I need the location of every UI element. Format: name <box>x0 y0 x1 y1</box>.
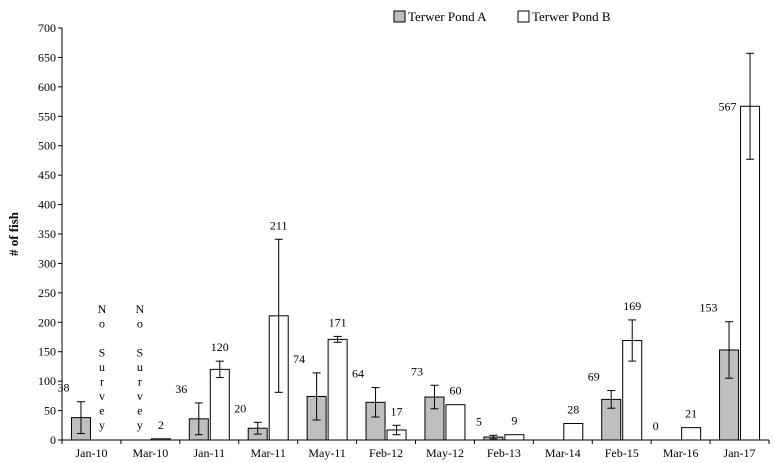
x-tick-label: Mar-11 <box>251 446 286 460</box>
no-survey-letter: N <box>136 302 145 316</box>
x-tick-label: Mar-14 <box>545 446 581 460</box>
data-label: 2 <box>158 418 164 432</box>
data-label: 211 <box>270 218 288 232</box>
legend-swatch-pond-b <box>517 10 530 23</box>
y-tick-labels: 0 50 100 150 200 250 300 350 400 450 500 550 600 650 7… <box>38 21 56 447</box>
x-tick-label: Mar-10 <box>133 446 169 460</box>
x-tick-label: May-12 <box>426 446 464 460</box>
no-survey-letter: N <box>98 302 107 316</box>
data-label: 169 <box>623 299 641 313</box>
y-axis-label: # of fish <box>6 211 21 256</box>
y-tick-label: 600 <box>38 80 56 94</box>
x-tick-label: Jan-10 <box>75 446 107 460</box>
bar <box>681 427 702 441</box>
y-tick-label: 150 <box>38 345 56 359</box>
x-tick-label: Jan-11 <box>194 446 226 460</box>
bar <box>504 434 525 441</box>
data-label: 69 <box>588 370 600 384</box>
no-survey-letter: u <box>137 360 143 374</box>
y-tick-label: 400 <box>38 198 56 212</box>
axes <box>58 27 770 444</box>
y-tick-label: 100 <box>38 374 56 388</box>
legend-swatch-pond-a <box>393 10 406 23</box>
value-labels: 38 36 20 74 64 73 5 69 0 153 2 120 211 171 17 60 9 28 169 2… <box>57 99 736 433</box>
data-label: 20 <box>234 401 246 415</box>
x-tick-label: Jan-17 <box>724 446 756 460</box>
data-label: 9 <box>511 414 517 428</box>
no-survey-letter: r <box>138 375 142 389</box>
data-label: 0 <box>653 419 659 433</box>
legend-label-pond-a: Terwer Pond A <box>408 9 487 24</box>
no-survey-letter: r <box>100 375 104 389</box>
data-label: 38 <box>57 381 69 395</box>
data-label: 171 <box>329 315 347 329</box>
y-tick-label: 350 <box>38 227 56 241</box>
y-tick-label: 0 <box>50 433 56 447</box>
data-label: 17 <box>391 404 403 418</box>
y-tick-label: 250 <box>38 286 56 300</box>
x-tick-label: Mar-16 <box>663 446 699 460</box>
y-tick-label: 550 <box>38 109 56 123</box>
x-tick-label: May-11 <box>308 446 346 460</box>
bar <box>209 368 230 441</box>
no-survey-letter: S <box>137 346 144 360</box>
data-label: 74 <box>293 352 305 366</box>
no-survey-letter: v <box>99 389 105 403</box>
legend: Terwer Pond A Terwer Pond B <box>393 9 611 24</box>
y-tick-label: 500 <box>38 139 56 153</box>
no-survey-letter: S <box>99 346 106 360</box>
data-label: 567 <box>719 99 737 113</box>
data-label: 36 <box>175 382 187 396</box>
bar <box>445 404 466 441</box>
x-tick-label: Feb-12 <box>369 446 403 460</box>
y-tick-label: 650 <box>38 50 56 64</box>
no-survey-letter: o <box>137 317 143 331</box>
y-tick-label: 50 <box>44 404 56 418</box>
no-survey-letter: y <box>99 418 105 432</box>
legend-label-pond-b: Terwer Pond B <box>532 9 611 24</box>
no-survey-letter: v <box>137 389 143 403</box>
no-survey-letter: e <box>99 404 104 418</box>
data-label: 120 <box>211 340 229 354</box>
x-tick-label: Feb-15 <box>605 446 639 460</box>
y-tick-label: 700 <box>38 21 56 35</box>
x-tick-labels: Jan-10 Mar-10 Jan-11 Mar-11 May-11 Feb-12 May-… <box>75 446 755 460</box>
y-tick-label: 200 <box>38 315 56 329</box>
data-label: 60 <box>449 384 461 398</box>
y-tick-label: 450 <box>38 168 56 182</box>
data-label: 5 <box>476 414 482 428</box>
data-label: 28 <box>567 403 579 417</box>
no-survey-letter: e <box>137 404 142 418</box>
bar <box>150 438 171 441</box>
data-label: 64 <box>352 367 364 381</box>
data-label: 153 <box>700 301 718 315</box>
no-survey-letter: u <box>99 360 105 374</box>
bar <box>563 423 584 441</box>
bar <box>327 338 348 441</box>
data-label: 21 <box>685 407 697 421</box>
error-bars <box>76 52 755 440</box>
no-survey-letter: o <box>99 317 105 331</box>
data-label: 73 <box>411 364 423 378</box>
x-tick-label: Feb-13 <box>487 446 521 460</box>
no-survey-letter: y <box>137 418 143 432</box>
y-tick-label: 300 <box>38 256 56 270</box>
